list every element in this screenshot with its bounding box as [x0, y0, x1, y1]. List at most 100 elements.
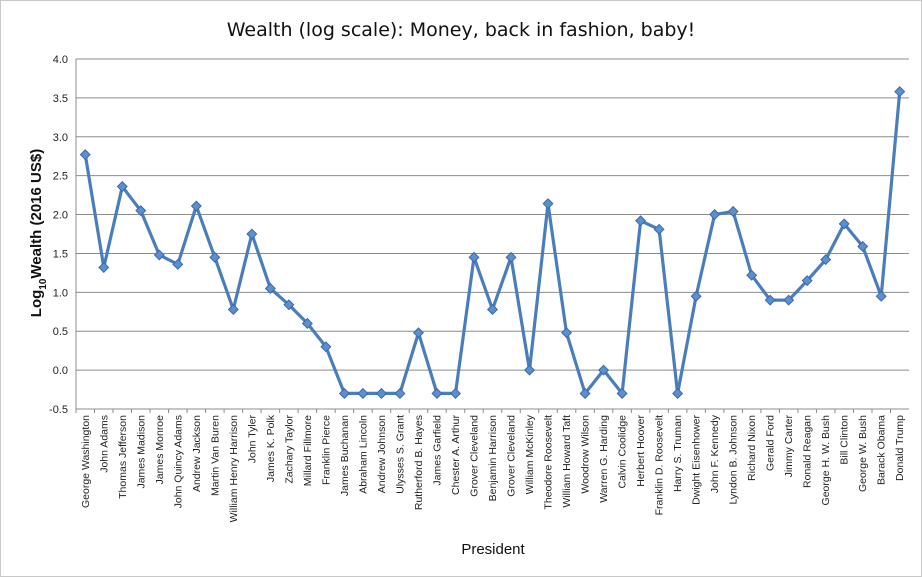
- x-tick-label: Franklin Pierce: [320, 415, 332, 485]
- x-tick-label: John Quincy Adams: [172, 415, 184, 508]
- x-tick-label: Andrew Johnson: [376, 415, 388, 493]
- data-point: [486, 303, 499, 315]
- x-tick-label: Warren G. Harding: [598, 415, 610, 503]
- data-point: [616, 387, 628, 399]
- data-point: [801, 275, 813, 287]
- data-point: [301, 317, 313, 329]
- data-point: [746, 269, 758, 281]
- data-point: [820, 254, 832, 266]
- y-tick-label: -0.5: [49, 404, 68, 416]
- x-tick-label: Grover Cleveland: [506, 415, 518, 497]
- x-tick-label: Barack Obama: [876, 415, 888, 485]
- data-point: [709, 209, 721, 221]
- x-tick-label: John Adams: [98, 415, 110, 473]
- x-tick-label: Ulysses S. Grant: [394, 415, 406, 494]
- data-point: [690, 290, 702, 302]
- x-tick-label: Franklin D. Roosevelt: [654, 415, 666, 515]
- y-tick-label: 0.0: [53, 365, 68, 377]
- x-tick-label: James K. Polk: [265, 414, 277, 482]
- x-tick-label: John Tyler: [246, 414, 258, 463]
- data-point: [264, 282, 276, 294]
- x-tick-label: Herbert Hoover: [635, 415, 647, 487]
- y-tick-label: 0.5: [53, 326, 68, 338]
- x-tick-label: Jimmy Carter: [783, 415, 795, 478]
- x-tick-label: James Madison: [135, 415, 147, 489]
- data-point: [375, 387, 387, 399]
- y-axis-ticks: -0.5 0.0 0.5 1.0 1.5 2.0 2.5 3.0 3.5 4.0: [49, 54, 68, 416]
- data-point: [190, 200, 202, 212]
- x-tick-label: George H. W. Bush: [820, 415, 832, 506]
- data-point: [635, 215, 647, 227]
- y-tick-label: 4.0: [53, 54, 68, 66]
- data-point: [894, 86, 906, 98]
- data-point: [320, 341, 332, 353]
- y-tick-label: 1.0: [53, 287, 68, 299]
- data-point: [468, 251, 480, 263]
- x-tick-label: William McKinley: [524, 414, 536, 494]
- data-point: [431, 387, 443, 399]
- x-tick-label: Richard Nixon: [746, 415, 758, 481]
- data-point: [542, 198, 554, 210]
- data-point: [79, 149, 91, 161]
- data-point: [857, 240, 869, 252]
- x-tick-label: Millard Fillmore: [302, 415, 314, 486]
- x-tick-label: Grover Cleveland: [468, 415, 480, 497]
- x-tick-label: George Washington: [80, 415, 92, 508]
- x-tick-label: Ronald Reagan: [802, 415, 814, 488]
- x-tick-label: Rutherford B. Hayes: [413, 415, 425, 510]
- data-point: [209, 251, 221, 263]
- data-point: [338, 387, 350, 399]
- x-tick-label: Zachary Taylor: [283, 415, 295, 484]
- data-point: [394, 387, 406, 399]
- x-tick-label: Benjamin Harrison: [487, 415, 499, 502]
- data-point: [98, 261, 110, 273]
- x-tick-label: George W. Bush: [857, 415, 869, 492]
- x-tick-label: Bill Clinton: [839, 415, 851, 465]
- data-point: [838, 218, 850, 230]
- x-tick-label: James Monroe: [154, 415, 166, 485]
- x-tick-label: Woodrow Wilson: [580, 415, 592, 494]
- x-tick-label: Dwight Eisenhower: [691, 415, 703, 505]
- gridlines: [75, 58, 909, 410]
- x-tick-label: James Garfield: [431, 415, 443, 486]
- x-tick-label: Martin Van Buren: [209, 415, 221, 496]
- x-tick-label: Lyndon B. Johnson: [728, 415, 740, 505]
- data-point: [449, 387, 461, 399]
- data-point: [412, 327, 424, 339]
- x-tick-label: Thomas Jefferson: [117, 415, 129, 499]
- data-point: [357, 387, 369, 399]
- y-axis-title: Log10Wealth (2016 US$): [28, 149, 49, 317]
- data-point: [135, 205, 147, 217]
- x-tick-label: John F. Kennedy: [709, 414, 721, 493]
- data-point: [172, 258, 184, 270]
- data-point: [227, 303, 239, 315]
- series-wealth: [79, 86, 906, 399]
- x-tick-label: Donald Trump: [894, 415, 906, 481]
- data-point: [524, 364, 536, 376]
- x-axis-title: President: [461, 541, 525, 558]
- data-point: [283, 299, 295, 311]
- x-tick-label: Theodore Roosevelt: [543, 415, 555, 510]
- data-point: [764, 294, 776, 306]
- x-tick-label: Harry S. Truman: [672, 415, 684, 492]
- y-tick-label: 2.5: [53, 171, 68, 183]
- data-point: [875, 290, 887, 302]
- y-tick-label: 1.5: [53, 248, 68, 260]
- y-tick-label: 3.5: [53, 93, 68, 105]
- data-point: [505, 251, 517, 263]
- data-point: [116, 181, 128, 193]
- x-axis-ticks: George Washington John Adams Thomas Jeffer…: [75, 409, 906, 523]
- x-tick-label: William Henry Harrison: [228, 415, 240, 523]
- data-point: [153, 249, 165, 261]
- data-point: [598, 364, 610, 376]
- x-tick-label: Andrew Jackson: [191, 415, 203, 492]
- data-point: [561, 327, 573, 339]
- x-tick-label: William Howard Taft: [561, 415, 573, 508]
- x-tick-label: Chester A. Arthur: [450, 415, 462, 495]
- y-tick-label: 2.0: [53, 210, 68, 222]
- data-point: [653, 223, 665, 235]
- y-tick-label: 3.0: [53, 132, 68, 144]
- x-tick-label: Calvin Coolidge: [617, 415, 629, 489]
